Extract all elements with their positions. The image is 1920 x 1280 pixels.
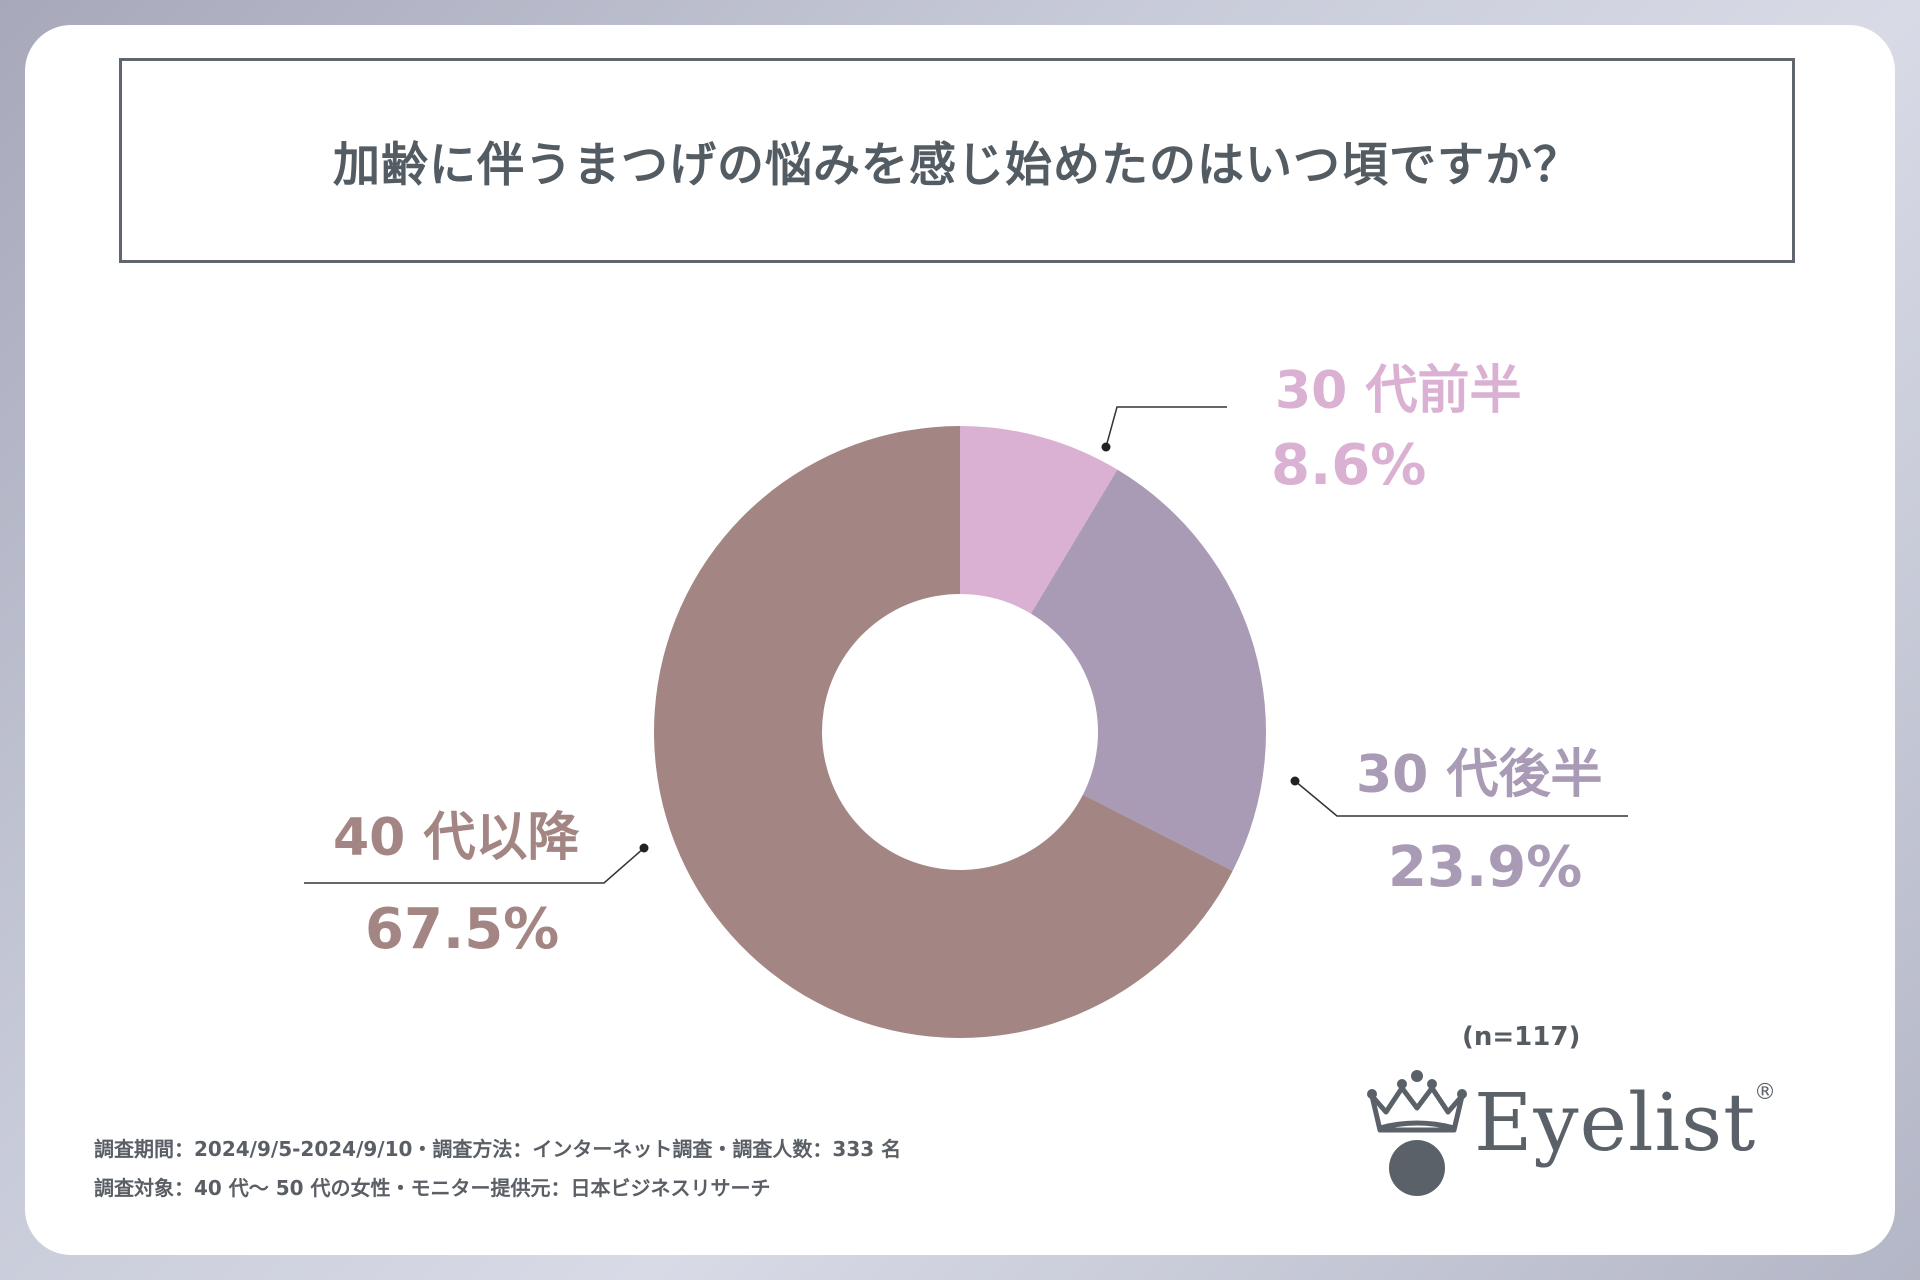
crown-eye-icon xyxy=(1367,1070,1467,1196)
slice-over40 xyxy=(653,426,1233,1038)
leader-early30s xyxy=(1105,406,1227,448)
leader-dot-late30s xyxy=(1290,776,1300,786)
slice-early30s xyxy=(960,426,1118,614)
label-over40: 40 代以降 xyxy=(333,808,579,868)
leader-late30s xyxy=(1294,780,1628,817)
footer-survey-period: 調査期間：2024/9/5-2024/9/10・調査方法：インターネット調査・調… xyxy=(94,1137,902,1161)
sample-size: (n=117) xyxy=(1462,1022,1581,1052)
card: 加齢に伴うまつげの悩みを感じ始めたのはいつ頃ですか？ xyxy=(25,25,1895,1255)
slice-late30s xyxy=(1030,469,1266,871)
leader-dot-early30s xyxy=(1101,442,1111,452)
registered-mark: ® xyxy=(1754,1080,1776,1105)
value-over40: 67.5% xyxy=(365,897,559,962)
footer-survey-target: 調査対象：40 代～ 50 代の女性・モニター提供元：日本ビジネスリサーチ xyxy=(94,1176,771,1200)
label-late30s: 30 代後半 xyxy=(1356,745,1602,805)
label-early30s: 30 代前半 xyxy=(1275,361,1521,421)
leader-over40 xyxy=(304,847,645,884)
chart-title: 加齢に伴うまつげの悩みを感じ始めたのはいつ頃ですか？ xyxy=(333,138,1581,193)
eyelist-logo: Eyelist ® xyxy=(1362,1068,1782,1198)
leader-dot-over40 xyxy=(639,843,649,853)
value-late30s: 23.9% xyxy=(1388,835,1582,900)
logo-text: Eyelist xyxy=(1474,1076,1757,1169)
value-early30s: 8.6% xyxy=(1271,433,1426,498)
title-box: 加齢に伴うまつげの悩みを感じ始めたのはいつ頃ですか？ xyxy=(119,58,1795,263)
